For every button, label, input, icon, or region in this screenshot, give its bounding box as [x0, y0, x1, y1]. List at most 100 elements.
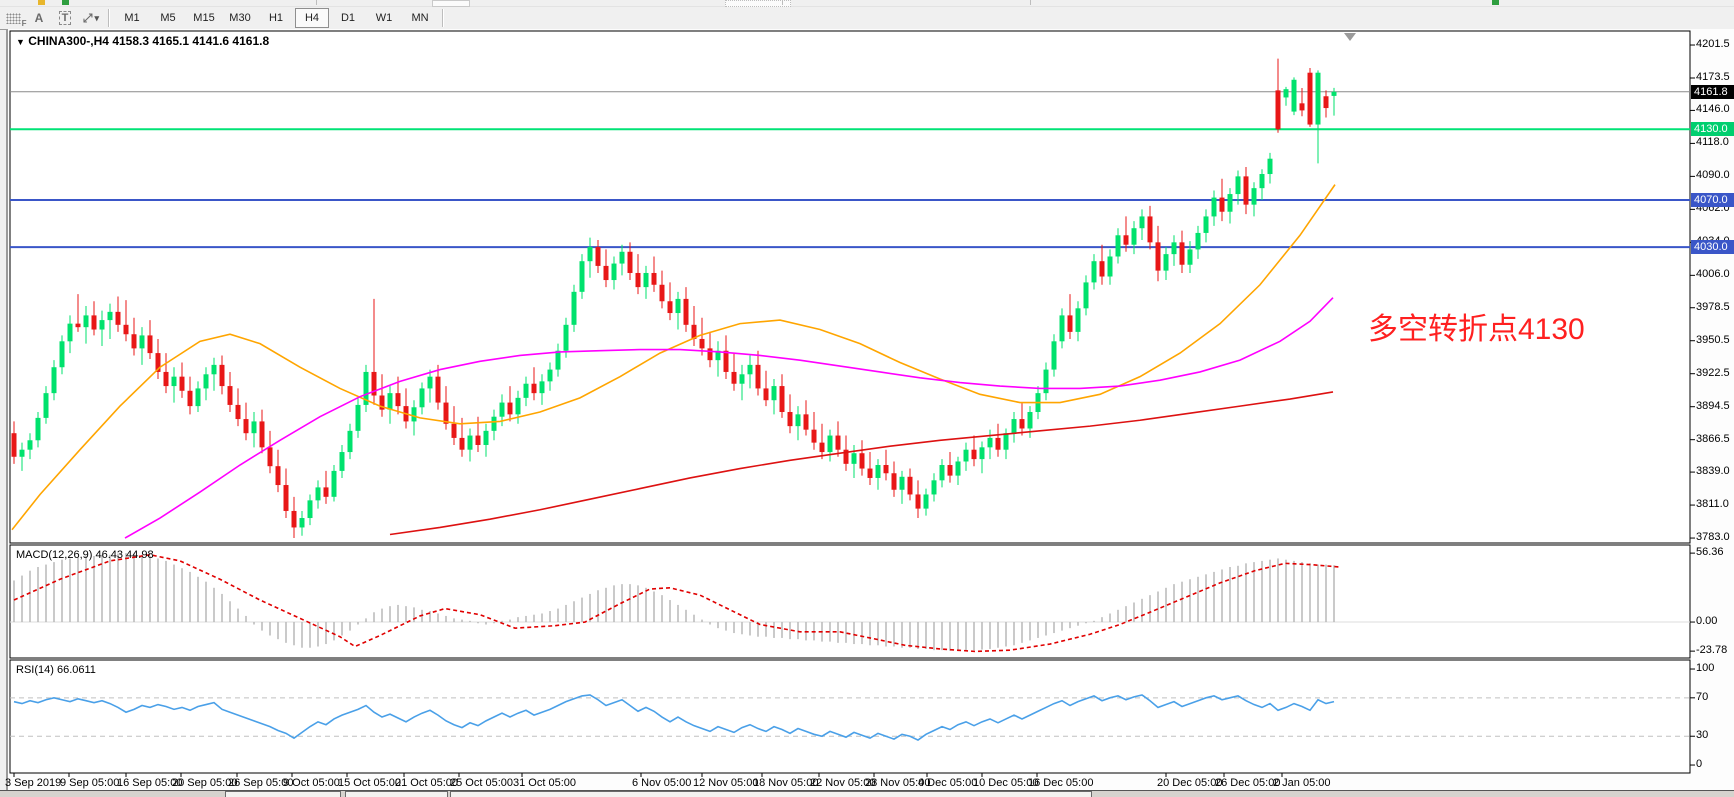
macd-axis-label: 56.36: [1696, 546, 1724, 559]
timeframe-m1[interactable]: M1: [124, 12, 140, 24]
candle-body: [899, 476, 905, 490]
rsi-axis-label: 30: [1696, 729, 1709, 742]
candle-body: [1075, 308, 1081, 332]
price-pane: [9, 30, 1691, 544]
macd-signal-line: [13, 553, 1341, 653]
candle-body: [1331, 91, 1337, 96]
grid-pattern-icon[interactable]: F: [1, 9, 27, 28]
rsi-axis-label: 100: [1696, 662, 1715, 675]
date-axis-label: 18 Nov 05:00: [753, 777, 819, 789]
candle-body: [19, 449, 25, 457]
candle-body: [987, 437, 993, 448]
candle-body: [1107, 256, 1113, 277]
candle-body: [1227, 194, 1233, 212]
candle-body: [75, 323, 81, 328]
candle-body: [819, 442, 825, 453]
candle-body: [147, 335, 153, 354]
date-axis-label: 25 Oct 05:00: [450, 777, 513, 789]
candle-body: [635, 272, 641, 288]
candle-body: [331, 470, 337, 497]
candle-body: [691, 324, 697, 339]
candle-body: [963, 449, 969, 462]
candle-body: [683, 298, 689, 325]
candle-body: [315, 487, 321, 501]
ohlc-values: 4158.3 4165.1 4141.6 4161.8: [112, 34, 270, 48]
bottom-strip-segment[interactable]: [450, 791, 1092, 797]
candle-body: [451, 423, 457, 438]
price-axis-label: 4118.0: [1696, 136, 1729, 149]
candle-body: [715, 350, 721, 361]
candle-body: [1315, 72, 1321, 125]
clipped-icon: [1492, 0, 1499, 5]
candle-body: [1219, 197, 1225, 212]
candle-body: [1267, 158, 1273, 175]
ma-mid-line: [124, 297, 1334, 539]
timeframe-w1[interactable]: W1: [375, 12, 393, 24]
date-axis-label: 15 Oct 05:00: [338, 777, 401, 789]
candle-body: [843, 449, 849, 464]
candle-body: [531, 383, 537, 394]
candle-body: [395, 393, 401, 407]
candle-body: [507, 402, 513, 415]
candle-body: [931, 480, 937, 495]
candle-body: [227, 386, 233, 405]
date-axis-label: 9 Sep 05:00: [60, 777, 120, 789]
candle-body: [91, 315, 97, 330]
chart-toolbar: F A T ⤢ ▾ M1 M5 M15 M30 H1 H4 D1 W1 MN: [0, 7, 1734, 30]
rsi-pane: [9, 659, 1691, 774]
candle-body: [1027, 411, 1033, 429]
candle-body: [275, 466, 281, 486]
bottom-strip-segment[interactable]: [345, 791, 448, 797]
candle-body: [1251, 188, 1257, 205]
candle-body: [563, 324, 569, 351]
candle-body: [763, 388, 769, 401]
candle-body: [1243, 176, 1249, 205]
candle-body: [1051, 341, 1057, 370]
candle-body: [355, 404, 361, 431]
date-axis-label: 26 Dec 05:00: [1215, 777, 1281, 789]
candle-body: [1099, 261, 1105, 277]
timeframe-m15[interactable]: M15: [193, 12, 215, 24]
ma-slow-line: [389, 391, 1334, 536]
candle-body: [259, 421, 265, 448]
grid-dots-glyph: F: [5, 12, 27, 28]
timeframe-d1[interactable]: D1: [340, 12, 356, 24]
chart-shift-marker: [1344, 33, 1356, 41]
candle-body: [923, 494, 929, 509]
candle-body: [1187, 249, 1193, 265]
price-axis-label: 3922.5: [1696, 366, 1730, 379]
arrows-shapes-icon[interactable]: ⤢ ▾: [82, 10, 100, 25]
timeframe-h4[interactable]: H4: [295, 8, 329, 28]
text-box-icon[interactable]: T: [53, 9, 77, 27]
candle-body: [875, 465, 881, 478]
candle-body: [955, 461, 961, 476]
candle-body: [411, 407, 417, 422]
bottom-strip-segment[interactable]: [225, 791, 341, 797]
candle-body: [83, 315, 89, 328]
current-price-badge: 4161.8: [1691, 84, 1734, 99]
timeframe-h1[interactable]: H1: [268, 12, 284, 24]
candle-body: [523, 383, 529, 398]
clipped-icon: [62, 0, 69, 5]
timeframe-mn[interactable]: MN: [411, 12, 429, 24]
price-axis-label: 3783.0: [1696, 531, 1730, 544]
candle-body: [827, 435, 833, 453]
rsi-line: [13, 694, 1335, 741]
symbol-dropdown-icon[interactable]: ▼: [16, 37, 25, 47]
timeframe-m5[interactable]: M5: [160, 12, 176, 24]
candle-body: [123, 324, 129, 335]
candle-body: [595, 247, 601, 266]
candle-body: [371, 371, 377, 396]
timeframe-m30[interactable]: M30: [229, 12, 251, 24]
candle-body: [379, 395, 385, 410]
chart-canvas[interactable]: [0, 29, 1734, 797]
candle-body: [723, 350, 729, 372]
text-label-icon[interactable]: A: [34, 11, 44, 25]
candle-body: [1163, 254, 1169, 271]
price-axis-label: 3839.0: [1696, 465, 1730, 478]
date-axis-label: 20 Sep 05:00: [172, 777, 238, 789]
annotation-text[interactable]: 多空转折点4130: [1368, 313, 1585, 346]
date-axis-label: 6 Nov 05:00: [632, 777, 692, 789]
date-axis-label: 16 Dec 05:00: [1028, 777, 1094, 789]
clipped-icon: [38, 0, 45, 5]
